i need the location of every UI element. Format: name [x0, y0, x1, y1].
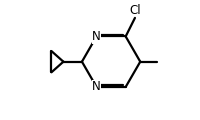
Text: N: N	[92, 30, 100, 43]
Text: Cl: Cl	[128, 4, 140, 17]
Text: N: N	[92, 80, 100, 93]
